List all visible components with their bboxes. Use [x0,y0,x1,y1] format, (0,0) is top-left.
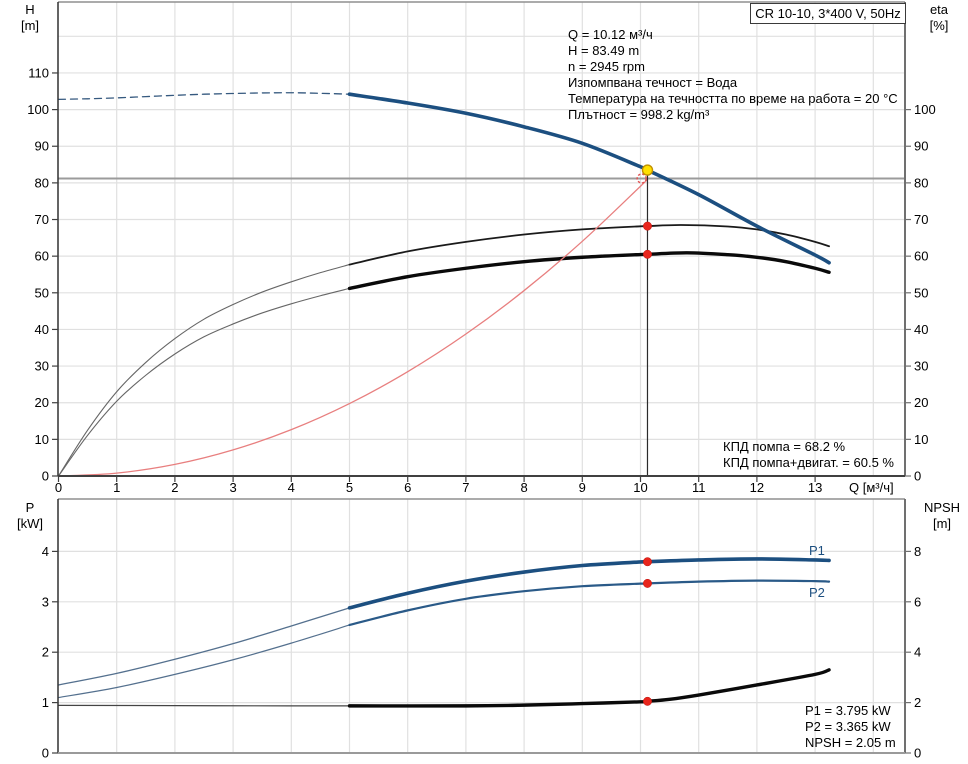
tick-label: 2 [914,695,921,710]
eta-pump-curve-extended [57,264,351,477]
head-value-line: H = 83.49 m [568,43,640,58]
p1-curve-extended [57,607,351,686]
head-curve-extended [57,92,351,100]
tick-label: 13 [808,480,822,495]
tick-label: 60 [914,249,928,264]
pump-efficiency-line: КПД помпа = 68.2 % [723,439,846,454]
tick-label: 10 [35,432,49,447]
p2-curve [348,579,831,627]
tick-label: 80 [914,175,928,190]
p1-curve-label: P1 [809,543,825,558]
tick-label: 70 [35,212,49,227]
upper-chart: 0 1 2 3 4 5 6 7 8 9 10 11 12 130102030405060708090100… [27,1,936,495]
duty-point-actual [641,164,654,176]
tick-label: 8 [520,480,527,495]
eta-axis-label: eta [%] [918,2,960,34]
tick-label: 30 [35,359,49,374]
tick-label: 9 [579,480,586,495]
tick-label: 4 [288,480,295,495]
tick-label: 80 [35,175,49,190]
eta-axis-label-symbol: eta [929,2,949,17]
tick-label: 4 [914,645,921,660]
tick-label: 2 [42,645,49,660]
p2-duty-dot [643,578,652,588]
p-axis-label-unit: [kW] [17,516,43,531]
h-axis-label-unit: [m] [20,18,40,33]
tick-label: 100 [27,102,49,117]
p1-duty-dot [643,557,652,567]
tick-label: 0 [914,746,921,761]
tick-label: 1 [113,480,120,495]
tick-label: 0 [42,469,49,484]
tick-label: 40 [914,322,928,337]
npsh-axis-label-symbol: NPSH [923,500,961,515]
liquid-temperature-line: Температура на течността по време на раб… [568,91,898,106]
tick-label: 12 [750,480,764,495]
results-block: P1 = 3.795 kW P2 = 3.365 kW NPSH = 2.05 … [805,703,896,751]
p-axis-label-symbol: P [25,500,35,515]
h-axis-label-symbol: H [25,2,35,17]
tick-label: 0 [914,469,921,484]
tick-label: 10 [914,432,928,447]
flow-value-line: Q = 10.12 м³/ч [568,27,653,42]
eta-axis-label-unit: [%] [929,18,949,33]
pump-type-title: CR 10-10, 3*400 V, 50Hz [750,3,906,24]
tick-label: 3 [229,480,236,495]
tick-label: 30 [914,359,928,374]
operating-data-block: Q = 10.12 м³/ч H = 83.49 m n = 2945 rpm … [568,27,898,123]
npsh-curve-extended [57,704,351,707]
density-line: Плътност = 998.2 kg/m³ [568,107,710,122]
npsh-result-line: NPSH = 2.05 m [805,735,896,750]
tick-label: 3 [42,594,49,609]
tick-label: 0 [55,480,62,495]
p-axis-label: P [kW] [8,500,52,532]
tick-label: 70 [914,212,928,227]
p1-curve [347,557,831,610]
npsh-axis-label: NPSH [m] [916,500,968,532]
tick-label: 10 [633,480,647,495]
tick-label: 20 [35,395,49,410]
p1-result-line: P1 = 3.795 kW [805,703,891,718]
tick-label: 20 [914,395,928,410]
tick-label: 40 [35,322,49,337]
tick-label: 60 [35,249,49,264]
tick-label: 5 [346,480,353,495]
tick-label: 11 [692,480,706,495]
tick-label: 90 [914,139,928,154]
tick-label: 100 [914,102,936,117]
tick-label: 4 [42,544,49,559]
tick-label: 110 [28,65,49,80]
eta-pump-motor-duty-dot [643,249,652,259]
p2-curve-extended [57,624,351,699]
tick-label: 50 [35,285,49,300]
tick-label: 6 [914,594,921,609]
tick-label: 90 [35,139,49,154]
q-axis-label: Q [м³/ч] [849,480,894,495]
h-axis-label: H [m] [10,2,50,34]
eta-pump-duty-dot [643,221,652,231]
efficiency-block: КПД помпа = 68.2 % КПД помпа+двигат. = 6… [723,439,894,471]
tick-label: 50 [914,285,928,300]
npsh-duty-dot [643,696,652,706]
tick-label: 7 [462,480,469,495]
pumped-liquid-line: Изпомпвана течност = Вода [568,75,738,90]
speed-value-line: n = 2945 rpm [568,59,645,74]
head-curve [347,92,831,265]
tick-label: 1 [42,695,49,710]
tick-label: 0 [42,746,49,761]
duty-point-requested [636,173,647,184]
pump-motor-efficiency-line: КПД помпа+двигат. = 60.5 % [723,455,894,470]
tick-label: 2 [171,480,178,495]
system-curve [57,178,649,477]
lower-chart: 0 1 2 3 4 0 2 4 6 8 [42,498,921,761]
p2-result-line: P2 = 3.365 kW [805,719,891,734]
tick-label: 6 [404,480,411,495]
eta-pump-motor-curve-extended [57,287,351,477]
npsh-axis-label-unit: [m] [932,516,952,531]
p2-curve-label: P2 [809,585,825,600]
tick-label: 8 [914,544,921,559]
